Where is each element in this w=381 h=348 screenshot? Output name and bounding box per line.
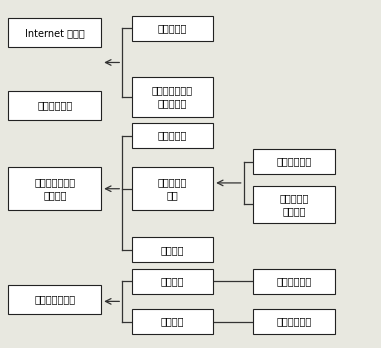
Text: 网页设计: 网页设计	[161, 245, 184, 255]
Text: 开展网络营销的
准备工作: 开展网络营销的 准备工作	[34, 177, 75, 200]
FancyBboxPatch shape	[132, 237, 213, 262]
Text: 信息的收集: 信息的收集	[158, 23, 187, 33]
FancyBboxPatch shape	[253, 269, 335, 294]
FancyBboxPatch shape	[132, 167, 213, 211]
Text: 网址宣传与
用户连接: 网址宣传与 用户连接	[279, 193, 309, 216]
FancyBboxPatch shape	[132, 269, 213, 294]
FancyBboxPatch shape	[8, 285, 101, 314]
Text: 信息发布及客户
的支持服务: 信息发布及客户 的支持服务	[152, 86, 193, 108]
Text: 网上调研: 网上调研	[161, 276, 184, 286]
Text: 抢占优良网址: 抢占优良网址	[276, 157, 312, 167]
FancyBboxPatch shape	[253, 309, 335, 334]
FancyBboxPatch shape	[132, 16, 213, 41]
FancyBboxPatch shape	[253, 149, 335, 174]
FancyBboxPatch shape	[8, 91, 101, 120]
Text: 网上营销集成: 网上营销集成	[276, 317, 312, 327]
Text: 网上分销联系: 网上分销联系	[276, 276, 312, 286]
FancyBboxPatch shape	[132, 77, 213, 117]
Text: Internet 的连接: Internet 的连接	[25, 28, 85, 38]
FancyBboxPatch shape	[8, 167, 101, 211]
Text: 网上直销: 网上直销	[161, 317, 184, 327]
Text: 挖掘网上资源: 挖掘网上资源	[37, 101, 72, 111]
Text: 提高用户访
问率: 提高用户访 问率	[158, 177, 187, 200]
FancyBboxPatch shape	[132, 123, 213, 148]
FancyBboxPatch shape	[253, 186, 335, 222]
Text: 网络管理和维护: 网络管理和维护	[34, 295, 75, 304]
FancyBboxPatch shape	[132, 309, 213, 334]
Text: 宣传与推广: 宣传与推广	[158, 130, 187, 141]
FancyBboxPatch shape	[8, 18, 101, 47]
